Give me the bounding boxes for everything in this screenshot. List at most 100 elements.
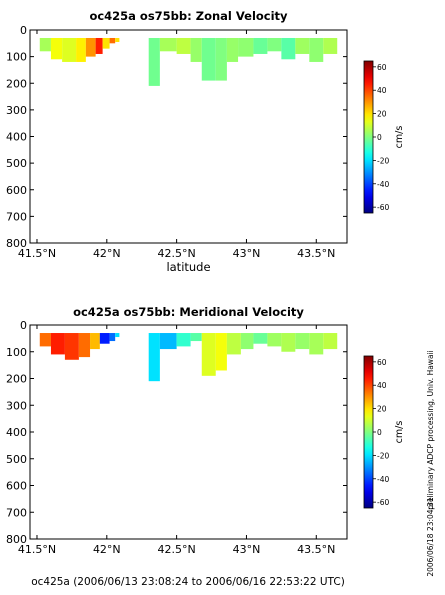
colorbar-tick-label: -20 xyxy=(377,451,389,460)
velocity-cell xyxy=(323,37,338,54)
colorbar-tick-label: -40 xyxy=(377,180,389,189)
velocity-cell xyxy=(159,333,177,350)
colorbar: 60 40 20 0 -20 -40 -60 cm/s xyxy=(363,355,405,509)
velocity-cells xyxy=(39,37,338,86)
y-tick-label: 300 xyxy=(6,104,27,117)
processing-timestamp: 2006/06/18 23:04:31 xyxy=(426,497,435,577)
y-tick-label: 600 xyxy=(6,184,27,197)
velocity-cell xyxy=(215,333,227,371)
velocity-cells xyxy=(39,333,338,382)
x-tick-label: 41.5°N xyxy=(18,543,56,556)
y-tick-label: 100 xyxy=(6,346,27,359)
velocity-cell xyxy=(176,37,191,54)
velocity-cell xyxy=(148,37,160,86)
velocity-cell xyxy=(215,37,227,81)
velocity-cell xyxy=(309,333,324,355)
colorbar-tick-label: 60 xyxy=(377,358,387,367)
velocity-cell xyxy=(281,37,296,60)
y-tick-label: 700 xyxy=(6,210,27,223)
y-tick-label: 800 xyxy=(6,533,27,546)
velocity-cell xyxy=(115,37,120,42)
velocity-cell xyxy=(95,37,103,54)
panel-2: oc425a os75bb: Meridional Velocity 0 100 20… xyxy=(6,305,405,556)
velocity-cell xyxy=(64,333,79,360)
velocity-cell xyxy=(323,333,338,350)
colorbar-tick-label: 40 xyxy=(377,86,387,95)
velocity-cell xyxy=(176,333,191,347)
y-tick-label: 700 xyxy=(6,506,27,519)
panel-1: oc425a os75bb: Zonal Velocity01002003004… xyxy=(6,9,405,274)
velocity-cell xyxy=(281,333,296,352)
velocity-cell xyxy=(253,37,268,54)
x-tick-label: 41.5°N xyxy=(18,247,56,260)
velocity-cell xyxy=(267,37,282,52)
x-tick-label: 42.5°N xyxy=(158,543,196,556)
colorbar-tick-label: 20 xyxy=(377,110,387,119)
colorbar-tick-label: 60 xyxy=(377,63,387,72)
y-tick-label: 200 xyxy=(6,77,27,90)
velocity-cell xyxy=(50,37,63,60)
y-tick-label: 100 xyxy=(6,51,27,64)
y-tick-label: 500 xyxy=(6,157,27,170)
y-tick-label: 600 xyxy=(6,480,27,493)
velocity-cell xyxy=(295,333,310,350)
time-range-footer: oc425a (2006/06/13 23:08:24 to 2006/06/1… xyxy=(31,576,345,588)
colorbar: 60 40 20 0 -20 -40 -60 cm/s xyxy=(363,60,405,214)
velocity-cell xyxy=(190,333,202,342)
x-tick-label: 43°N xyxy=(233,247,261,260)
velocity-cell xyxy=(50,333,65,355)
velocity-cell xyxy=(267,333,282,347)
colorbar-tick-label: 0 xyxy=(377,133,382,142)
colorbar-tick-label: -40 xyxy=(377,475,389,484)
velocity-cell xyxy=(102,37,110,49)
velocity-cell xyxy=(190,37,202,62)
x-tick-label: 43.5°N xyxy=(297,247,335,260)
velocity-cell xyxy=(226,333,241,355)
colorbar-gradient xyxy=(363,355,374,509)
chart-title: oc425a os75bb: Zonal Velocity xyxy=(89,9,288,23)
x-tick-label: 42.5°N xyxy=(158,247,196,260)
velocity-cell xyxy=(76,37,86,62)
velocity-cell xyxy=(253,333,268,344)
y-tick-label: 400 xyxy=(6,426,27,439)
velocity-cell xyxy=(109,37,116,44)
x-axis-label: latitude xyxy=(166,260,210,274)
y-tick-label: 800 xyxy=(6,237,27,250)
velocity-cell xyxy=(90,333,100,350)
y-tick-label: 400 xyxy=(6,131,27,144)
velocity-cell xyxy=(295,37,310,54)
x-tick-label: 43.5°N xyxy=(297,543,335,556)
x-tick-label: 42°N xyxy=(93,247,121,260)
colorbar-tick-label: 0 xyxy=(377,428,382,437)
colorbar-tick-label: -60 xyxy=(377,498,389,507)
colorbar-label: cm/s xyxy=(394,421,405,444)
colorbar-label: cm/s xyxy=(394,126,405,149)
x-tick-label: 42°N xyxy=(93,543,121,556)
y-tick-label: 500 xyxy=(6,453,27,466)
velocity-cell xyxy=(39,333,51,347)
colorbar-tick-label: 20 xyxy=(377,405,387,414)
velocity-cell xyxy=(39,37,51,52)
velocity-cell xyxy=(115,333,120,338)
y-tick-label: 300 xyxy=(6,399,27,412)
y-tick-label: 200 xyxy=(6,373,27,386)
axes-frame xyxy=(29,29,348,244)
chart-title: oc425a os75bb: Meridional Velocity xyxy=(73,305,304,319)
y-tick-label: 0 xyxy=(20,319,27,332)
colorbar-tick-label: -20 xyxy=(377,156,389,165)
velocity-cell xyxy=(309,37,324,62)
colorbar-gradient xyxy=(363,60,374,214)
colorbar-tick-label: -60 xyxy=(377,203,389,212)
velocity-cell xyxy=(62,37,77,62)
x-tick-label: 43°N xyxy=(233,543,261,556)
velocity-cell xyxy=(159,37,177,52)
velocity-cell xyxy=(240,333,254,350)
colorbar-tick-label: 40 xyxy=(377,381,387,390)
velocity-cell xyxy=(201,37,216,81)
y-tick-label: 0 xyxy=(20,24,27,37)
velocity-cell xyxy=(78,333,91,358)
velocity-cell xyxy=(85,37,96,57)
velocity-cell xyxy=(109,333,116,342)
velocity-cell xyxy=(148,333,160,382)
